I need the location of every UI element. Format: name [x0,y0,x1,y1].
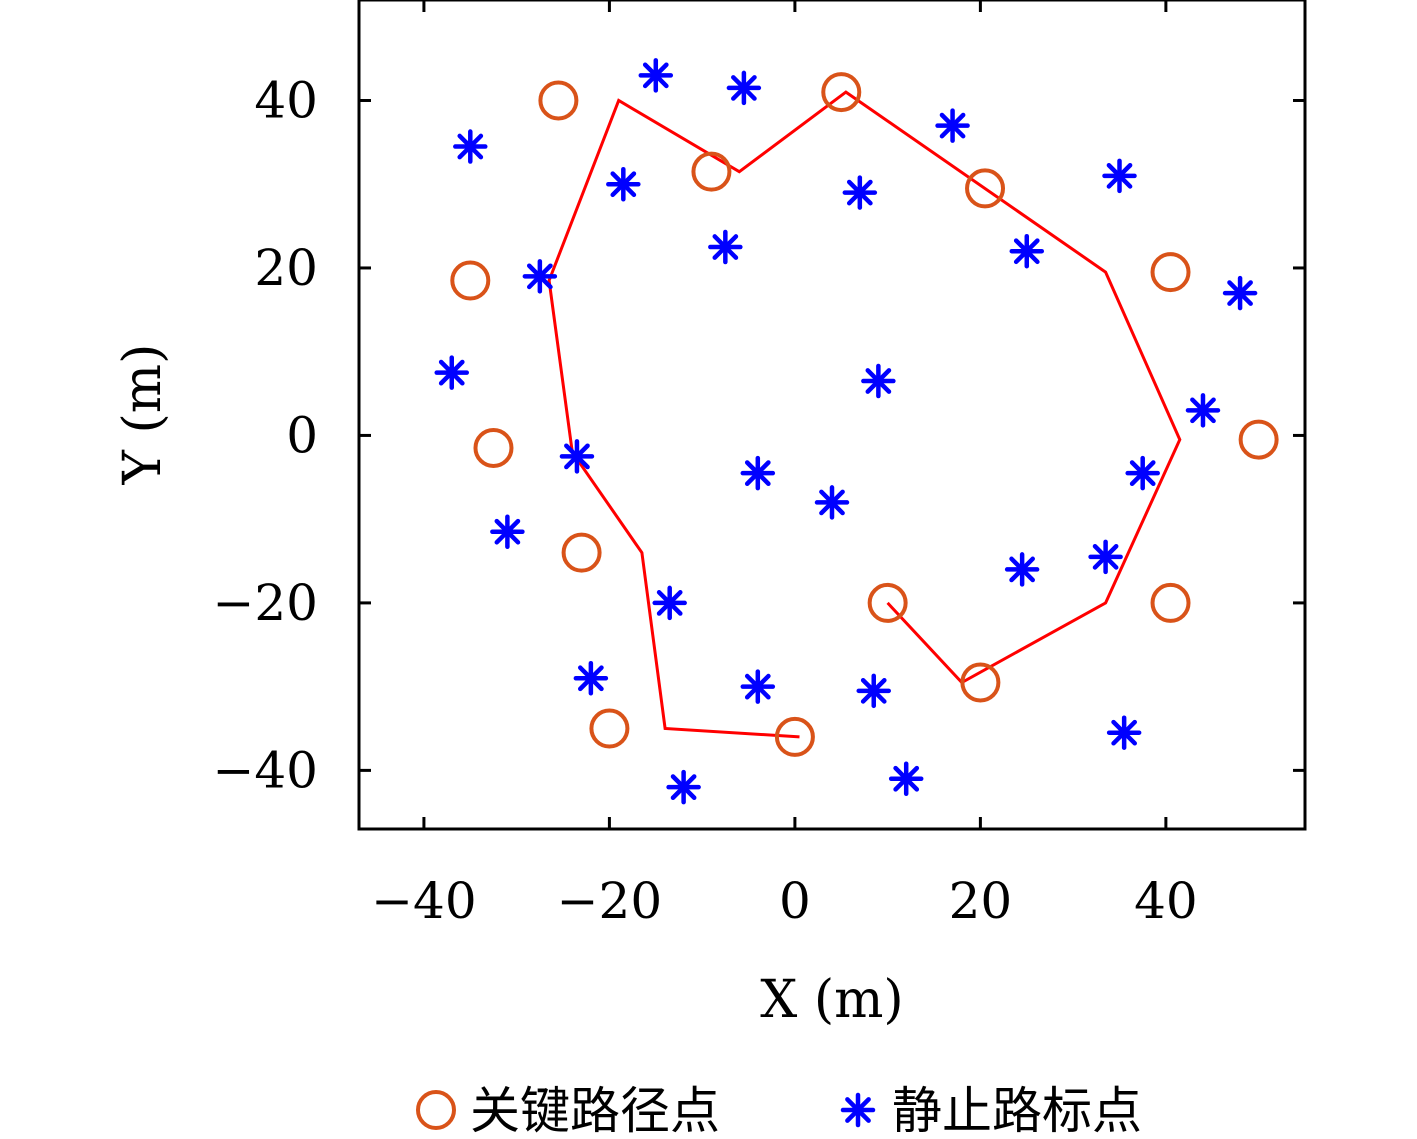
asterisk-stroke [670,774,697,800]
landmark-marker [573,661,609,696]
landmark-marker [606,166,641,202]
path-polyline [547,90,1182,739]
key-point-marker [821,72,862,113]
landmark-marker [1222,275,1258,311]
y-ticks: 40 20 0 −20 −40 [212,71,1305,799]
asterisk-stroke [642,62,669,89]
key-point-marker [1238,419,1279,460]
landmark-marker [559,439,595,474]
asterisk-stroke [893,765,920,792]
key-point-marker [561,532,602,573]
asterisk-stroke [939,112,966,139]
landmark-marker [726,70,762,106]
landmark-marker [522,259,558,294]
legend-label-key-points: 关键路径点 [470,1082,720,1139]
y-tick-label: 20 [254,239,318,297]
landmark-marker [638,58,674,93]
key-point-marker [473,427,514,468]
key-point-marker [1150,252,1191,293]
landmark-marker [1106,715,1142,750]
landmark-marker [740,455,776,491]
x-tick-label: 40 [1134,872,1198,930]
asterisk-stroke [1009,556,1035,583]
key-point-marker [538,80,579,121]
asterisk-stroke [1013,238,1040,265]
y-tick-label: 40 [254,71,318,129]
key-point-marker [774,716,815,757]
legend-circle-marker [416,1090,456,1130]
x-ticks: −40 −20 0 20 40 [371,0,1198,930]
key-point-marker [450,260,491,301]
x-tick-label: 0 [779,872,811,930]
asterisk-stroke [860,677,887,704]
landmark-marker [814,485,850,520]
plot-frame [357,0,1307,831]
landmark-marker [652,585,687,621]
landmark-marker [1125,455,1160,491]
legend: 关键路径点 静止路标点 [416,1082,1142,1139]
asterisk-stroke [1106,162,1133,189]
asterisk-stroke [744,460,771,486]
landmark-marker [888,761,924,797]
x-tick-label: −20 [557,872,663,930]
y-tick-label: −20 [212,574,318,632]
asterisk-stroke [526,263,553,290]
key-point-marker [589,708,630,749]
asterisk-stroke [656,590,683,616]
key-points-series [450,72,1279,757]
asterisk-stroke [845,1097,871,1123]
y-tick-label: 0 [286,406,318,464]
landmark-marker [708,229,743,265]
y-axis-label: Y (m) [113,344,173,486]
asterisk-stroke [494,518,521,545]
x-tick-label: −40 [371,872,477,930]
x-tick-label: 20 [949,872,1013,930]
asterisk-stroke [610,171,637,198]
asterisk-stroke [1092,543,1119,570]
asterisk-stroke [457,133,484,160]
legend-asterisk-marker [840,1092,876,1128]
key-point-marker [867,582,908,623]
key-point-marker [960,662,1001,703]
asterisk-stroke [578,665,604,692]
landmark-marker [666,769,701,805]
landmark-marker [861,363,896,399]
landmark-marker [740,669,776,704]
key-point-marker [691,151,732,192]
asterisk-stroke [1111,719,1138,746]
asterisk-stroke [846,179,873,206]
legend-label-landmarks: 静止路标点 [892,1082,1142,1139]
landmark-marker [1088,539,1123,575]
asterisk-stroke [438,359,465,386]
landmark-marker [1004,552,1040,587]
asterisk-stroke [1129,460,1156,486]
key-point-marker [965,168,1006,209]
key-point-marker [1150,582,1191,623]
x-axis-label: X (m) [760,970,903,1030]
landmark-marker [1009,233,1045,269]
y-tick-label: −40 [212,741,318,799]
asterisk-stroke [819,489,845,516]
landmark-marker [842,175,878,210]
asterisk-stroke [564,443,590,470]
landmarks-series [434,58,1258,805]
landmark-marker [935,108,970,143]
path-line [547,90,1182,739]
asterisk-stroke [712,234,739,260]
asterisk-stroke [865,368,892,394]
asterisk-stroke [731,75,757,101]
legend-asterisk-glyph [840,1092,876,1128]
asterisk-stroke [1190,397,1216,424]
landmark-marker [1102,158,1137,194]
landmark-marker [453,129,488,164]
landmark-marker [490,514,525,549]
asterisk-stroke [744,673,771,700]
landmark-marker [434,355,469,390]
landmark-marker [1185,393,1221,428]
asterisk-stroke [1227,280,1253,306]
landmark-marker [856,673,891,709]
